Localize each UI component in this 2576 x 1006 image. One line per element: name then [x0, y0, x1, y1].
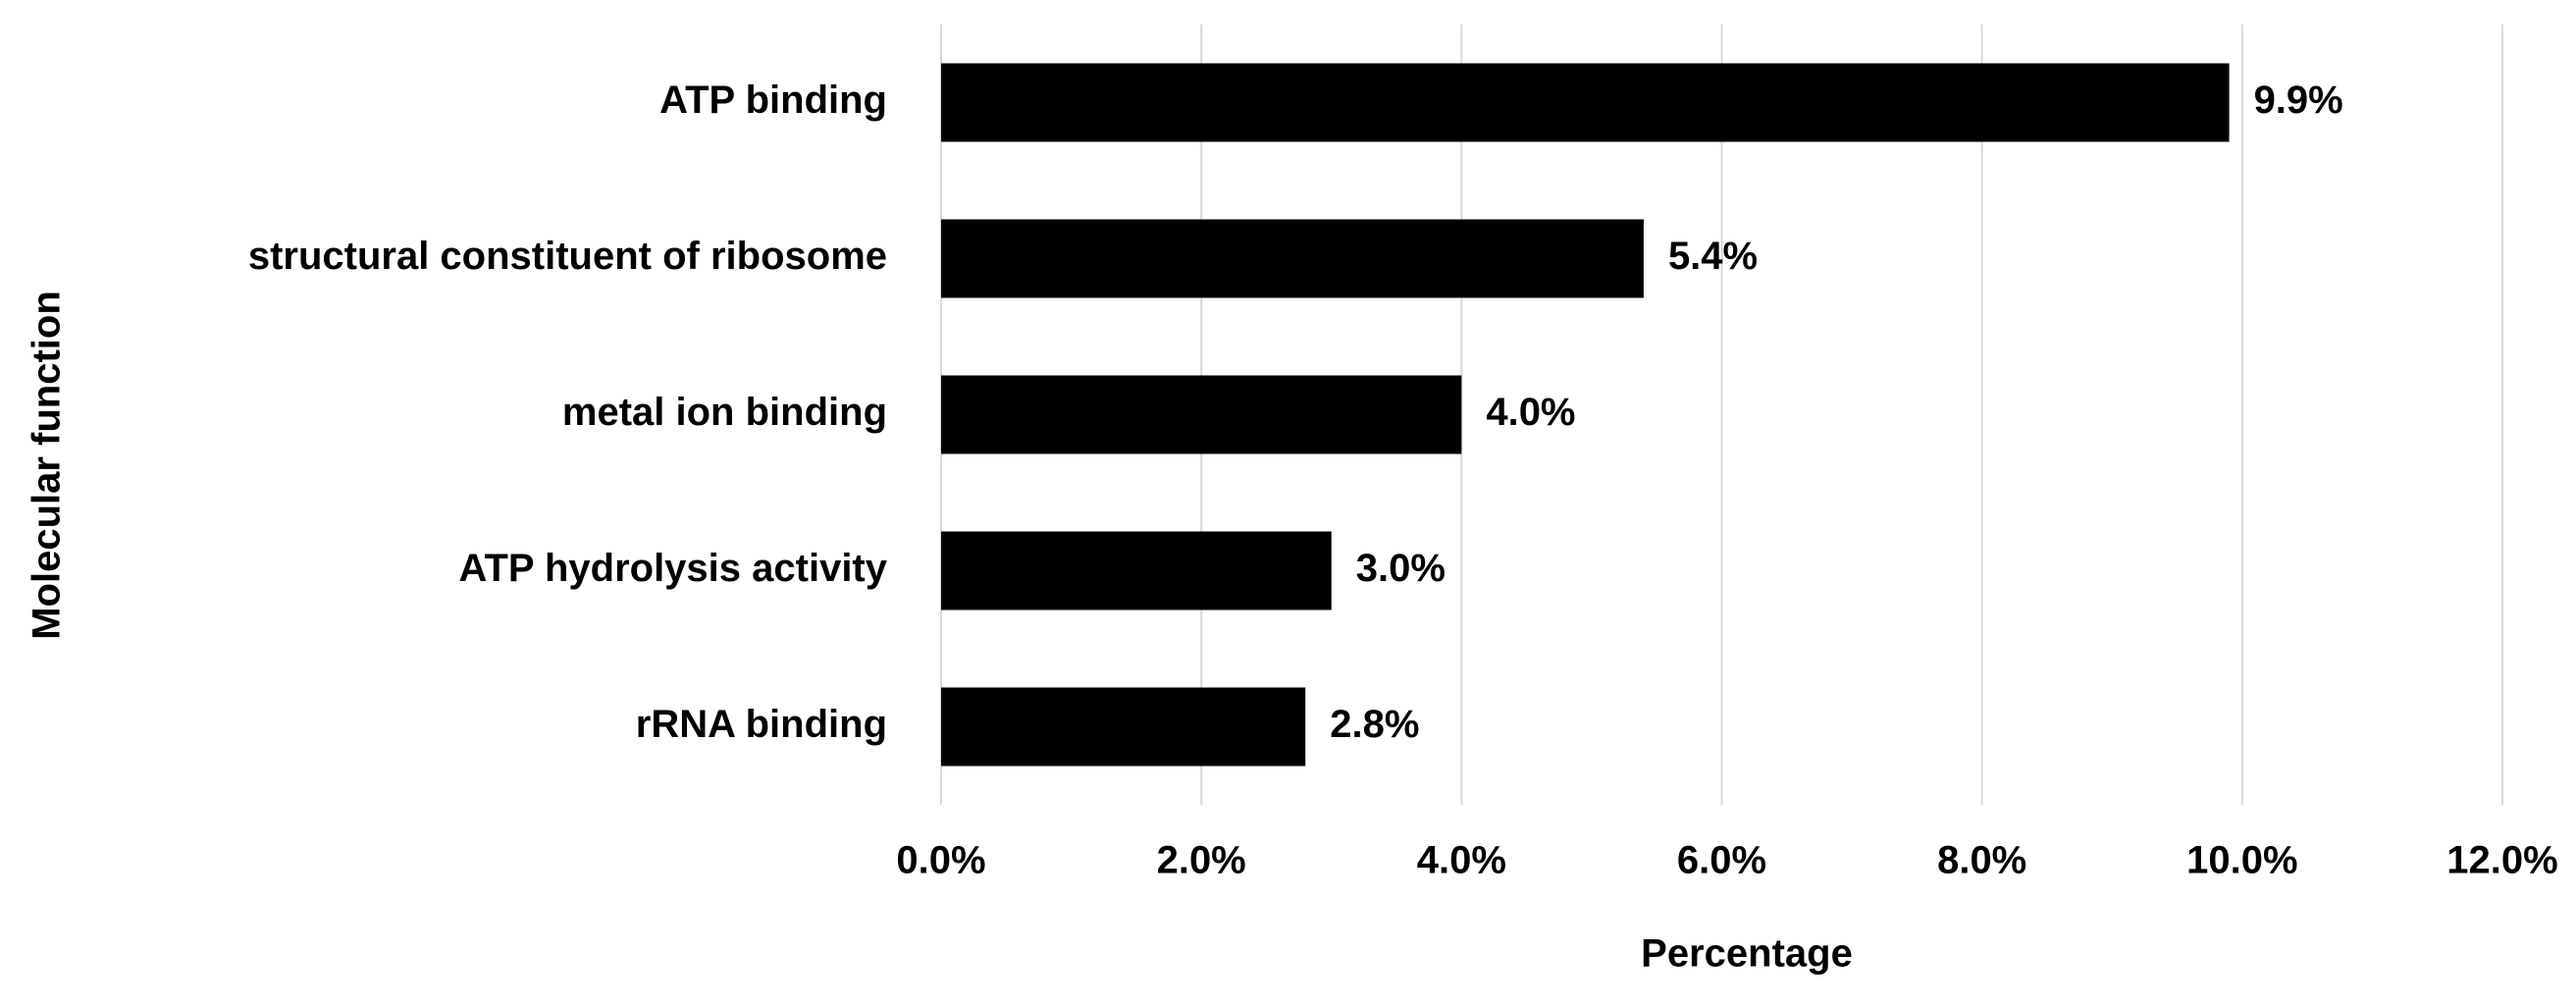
x-tick-label: 12.0%: [2446, 839, 2557, 882]
x-axis-title: Percentage: [1641, 932, 1853, 976]
y-tick-label: ATP binding: [659, 79, 887, 122]
value-label: 2.8%: [1330, 703, 1419, 746]
x-tick-label: 4.0%: [1417, 839, 1506, 882]
x-tick-label: 2.0%: [1157, 839, 1246, 882]
y-tick-label: rRNA binding: [636, 703, 887, 746]
value-label: 9.9%: [2254, 79, 2343, 122]
y-axis-title: Molecular function: [26, 291, 69, 640]
x-tick-label: 8.0%: [1937, 839, 2026, 882]
bar: [941, 531, 1332, 610]
y-tick-label: ATP hydrolysis activity: [459, 547, 888, 590]
x-tick-label: 6.0%: [1677, 839, 1766, 882]
value-label: 3.0%: [1356, 547, 1446, 590]
value-label: 4.0%: [1486, 391, 1575, 434]
bar: [941, 63, 2230, 142]
bar: [941, 375, 1462, 454]
bar: [941, 219, 1644, 298]
value-label: 5.4%: [1668, 235, 1758, 278]
x-tick-label: 0.0%: [896, 839, 985, 882]
y-tick-label: metal ion binding: [562, 391, 887, 434]
y-tick-label: structural constituent of ribosome: [248, 235, 887, 278]
bar: [941, 687, 1306, 767]
x-tick-label: 10.0%: [2186, 839, 2297, 882]
